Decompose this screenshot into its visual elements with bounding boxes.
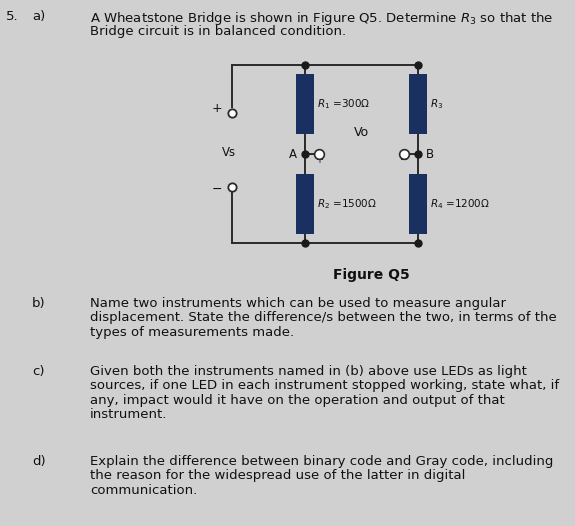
Text: $R_2$ =1500Ω: $R_2$ =1500Ω: [317, 197, 377, 211]
Text: c): c): [32, 365, 44, 378]
Text: +: +: [212, 103, 222, 116]
Text: −: −: [212, 183, 222, 196]
Text: instrument.: instrument.: [90, 409, 167, 421]
Text: Figure Q5: Figure Q5: [333, 268, 410, 282]
Text: Explain the difference between binary code and Gray code, including: Explain the difference between binary co…: [90, 455, 553, 468]
Text: types of measurements made.: types of measurements made.: [90, 326, 294, 339]
Text: −: −: [400, 155, 408, 165]
Text: the reason for the widespread use of the latter in digital: the reason for the widespread use of the…: [90, 470, 465, 482]
Text: Vo: Vo: [354, 126, 369, 138]
Bar: [296, 174, 314, 234]
Text: $R_3$: $R_3$: [430, 97, 443, 111]
Bar: [409, 174, 427, 234]
Text: Given both the instruments named in (b) above use LEDs as light: Given both the instruments named in (b) …: [90, 365, 527, 378]
Text: d): d): [32, 455, 45, 468]
Text: $R_4$ =1200Ω: $R_4$ =1200Ω: [430, 197, 490, 211]
Text: A: A: [289, 147, 297, 160]
Bar: [296, 74, 314, 134]
Text: a): a): [32, 10, 45, 23]
Text: +: +: [315, 155, 323, 165]
Text: b): b): [32, 297, 45, 310]
Text: $R_1$ =300Ω: $R_1$ =300Ω: [317, 97, 370, 111]
Text: 5.: 5.: [6, 10, 18, 23]
Text: A Wheatstone Bridge is shown in Figure Q5. Determine $R_3$ so that the: A Wheatstone Bridge is shown in Figure Q…: [90, 10, 553, 27]
Text: displacement. State the difference/s between the two, in terms of the: displacement. State the difference/s bet…: [90, 311, 557, 325]
Text: sources, if one LED in each instrument stopped working, state what, if: sources, if one LED in each instrument s…: [90, 379, 559, 392]
Text: Name two instruments which can be used to measure angular: Name two instruments which can be used t…: [90, 297, 506, 310]
Text: Bridge circuit is in balanced condition.: Bridge circuit is in balanced condition.: [90, 25, 346, 38]
Text: B: B: [426, 147, 434, 160]
Text: Vs: Vs: [222, 146, 236, 158]
Text: any, impact would it have on the operation and output of that: any, impact would it have on the operati…: [90, 394, 505, 407]
Text: communication.: communication.: [90, 484, 197, 497]
Bar: [409, 74, 427, 134]
